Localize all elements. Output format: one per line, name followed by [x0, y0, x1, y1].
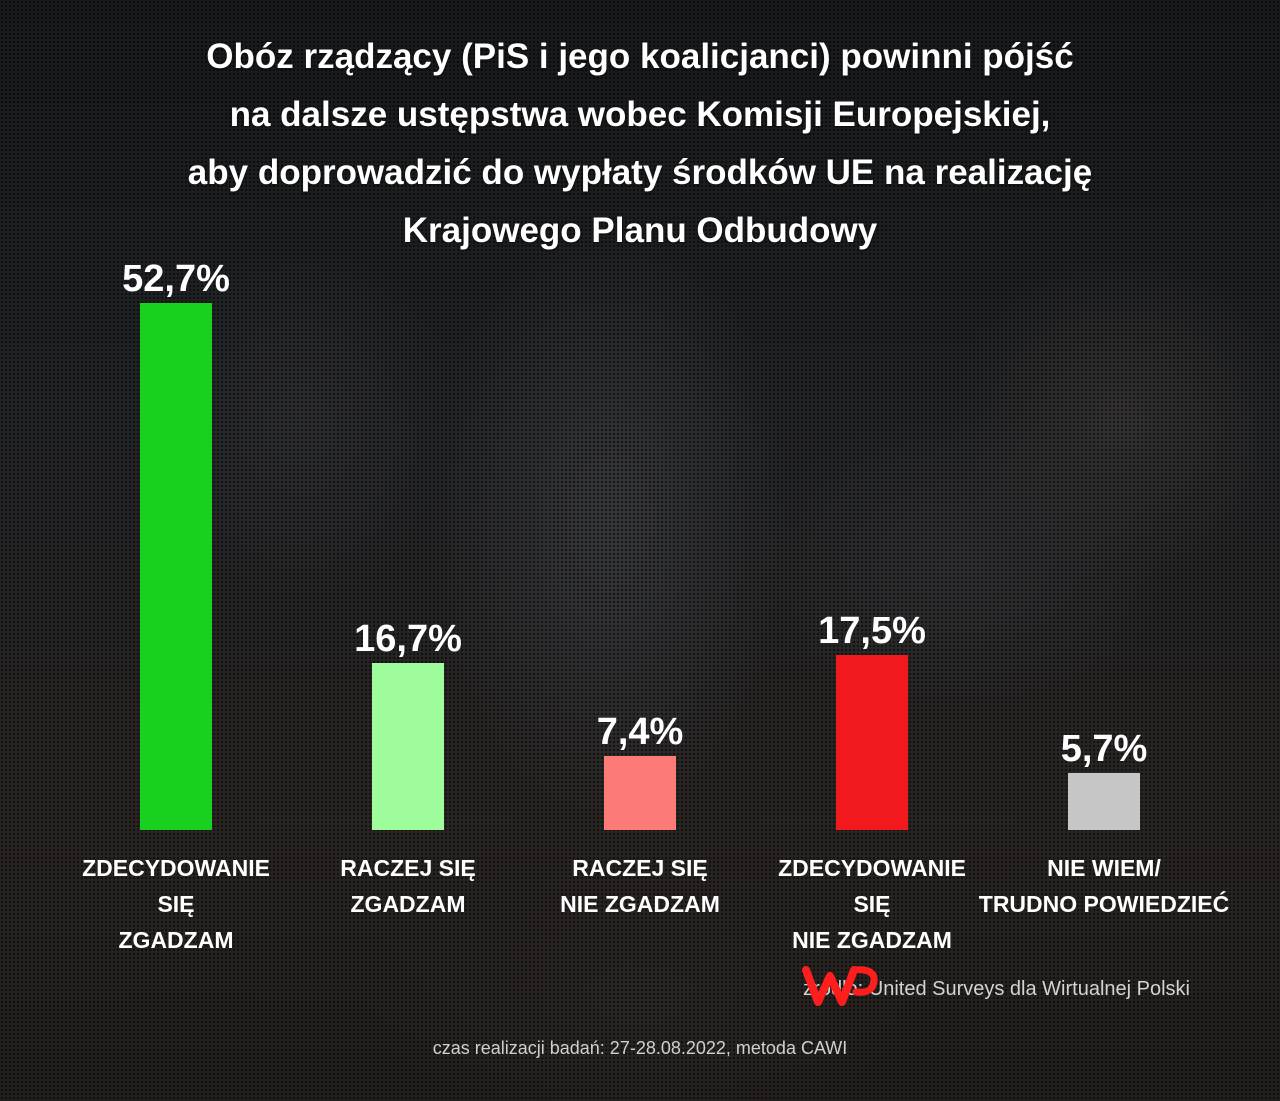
title-line-2: na dalsze ustępstwa wobec Komisji Europe…	[229, 95, 1051, 134]
category-label-2-line-2: ZGADZAM	[351, 891, 466, 917]
value-label-3: 7,4%	[597, 711, 684, 753]
bar-1	[140, 303, 212, 830]
value-label-2: 16,7%	[354, 618, 462, 660]
category-label-1-line-1: ZDECYDOWANIE	[82, 855, 270, 881]
value-label-1: 52,7%	[122, 258, 230, 300]
title-line-1: Obóz rządzący (PiS i jego koalicjanci) p…	[206, 37, 1074, 76]
category-label-1-line-2: SIĘ	[157, 891, 194, 917]
category-label-3-line-1: RACZEJ SIĘ	[572, 855, 707, 881]
value-label-5: 5,7%	[1061, 728, 1148, 770]
category-label-5-line-2: TRUDNO POWIEDZIEĆ	[979, 890, 1229, 917]
wp-logo-icon	[802, 966, 878, 1006]
category-label-3-line-2: NIE ZGADZAM	[560, 891, 720, 917]
title-line-3: aby doprowadzić do wypłaty środków UE na…	[187, 153, 1093, 192]
category-label-2-line-1: RACZEJ SIĘ	[340, 855, 475, 881]
category-label-4-line-1: ZDECYDOWANIE	[778, 855, 966, 881]
title-line-4: Krajowego Planu Odbudowy	[402, 211, 878, 250]
bar-2	[372, 663, 444, 830]
survey-period-note: czas realizacji badań: 27-28.08.2022, me…	[432, 1038, 848, 1058]
bar-3	[604, 756, 676, 830]
bar-5	[1068, 773, 1140, 830]
category-label-5-line-1: NIE WIEM/	[1047, 855, 1161, 881]
source-note: źródło: United Surveys dla Wirtualnej Po…	[803, 978, 1190, 1000]
category-label-4-line-2: SIĘ	[853, 891, 890, 917]
chart-title: Obóz rządzący (PiS i jego koalicjanci) p…	[40, 28, 1240, 260]
category-label-4-line-3: NIE ZGADZAM	[792, 927, 952, 953]
category-label-1-line-3: ZGADZAM	[119, 927, 234, 953]
value-label-4: 17,5%	[818, 610, 926, 652]
bar-4	[836, 655, 908, 830]
